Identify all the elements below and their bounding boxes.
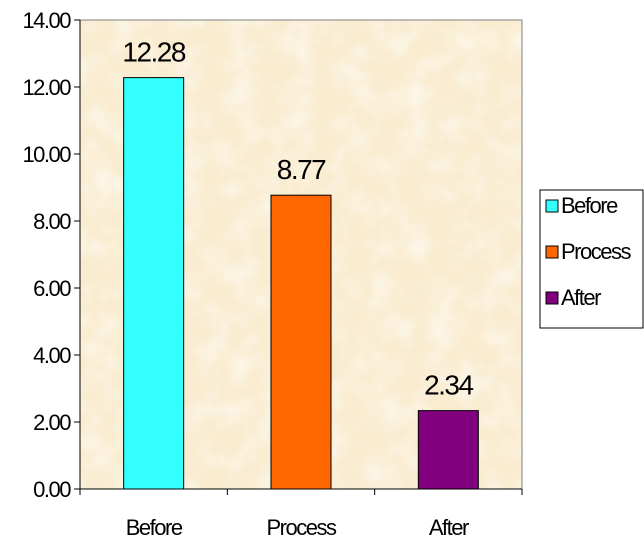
bar-before: [123, 77, 185, 490]
legend: Before Process After: [539, 189, 644, 329]
y-ticks-group: 0.00 2.00 4.00 6.00 8.00 10.00 12.00 14.00: [22, 8, 80, 502]
bars-group: [123, 77, 479, 490]
y-tick-label: 4.00: [33, 343, 71, 368]
x-tick-label-before: Before: [126, 515, 183, 540]
x-tick-label-process: Process: [267, 515, 337, 540]
y-tick-label: 8.00: [33, 209, 71, 234]
y-tick-label: 2.00: [33, 410, 71, 435]
y-tick-label: 12.00: [22, 75, 71, 100]
legend-label-after: After: [561, 285, 601, 310]
y-tick-label: 0.00: [33, 477, 71, 502]
y-tick-label: 14.00: [22, 8, 71, 33]
legend-swatch-process: [545, 245, 559, 259]
legend-label-before: Before: [561, 193, 618, 218]
legend-swatch-before: [545, 199, 559, 213]
x-ticks-group: Before Process After: [79, 489, 523, 540]
bar-process: [270, 194, 332, 490]
data-labels-group: 12.28 8.77 2.34: [122, 37, 475, 401]
data-label-after: 2.34: [424, 370, 473, 401]
legend-box: [539, 189, 644, 329]
x-tick-label-after: After: [429, 515, 469, 540]
legend-label-process: Process: [561, 239, 631, 264]
y-tick-label: 10.00: [22, 142, 71, 167]
data-label-process: 8.77: [277, 154, 326, 185]
y-tick-label: 6.00: [33, 276, 71, 301]
bar-after: [417, 410, 479, 490]
data-label-before: 12.28: [122, 37, 185, 68]
legend-swatch-after: [545, 291, 559, 305]
